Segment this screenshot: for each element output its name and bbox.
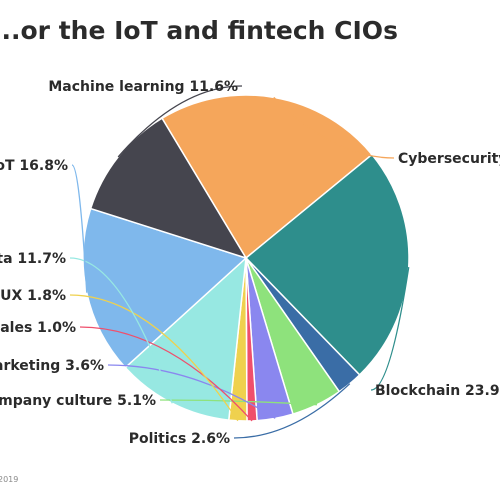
slice-label: IoT 16.8%: [0, 158, 68, 174]
slice-label: Company culture 5.1%: [0, 393, 156, 409]
footer-note: 2019: [0, 475, 19, 484]
leader-line: [273, 96, 395, 159]
slice-label: Politics 2.6%: [129, 431, 230, 447]
pie-slice: [124, 256, 247, 421]
leader-line: [69, 294, 239, 422]
leader-line: [107, 364, 276, 419]
leader-line: [79, 326, 253, 422]
leader-line: [71, 164, 88, 293]
slice-label: Sales 1.0%: [0, 320, 76, 336]
chart-title: ...or the IoT and fintech CIOs: [0, 16, 398, 45]
slice-label: Marketing 3.6%: [0, 358, 104, 374]
leader-line: [159, 399, 318, 406]
slice-label: Data 11.7%: [0, 251, 66, 267]
slice-label: UX 1.8%: [0, 288, 66, 304]
leader-line: [233, 383, 351, 439]
leader-line: [69, 257, 173, 404]
slice-label: Machine learning 11.6%: [48, 79, 238, 95]
leader-line: [117, 85, 243, 158]
slice-label: Blockchain 23.9%: [375, 383, 500, 399]
slice-label: Cybersecurity 22.9%: [398, 151, 500, 167]
leader-line: [370, 267, 410, 391]
